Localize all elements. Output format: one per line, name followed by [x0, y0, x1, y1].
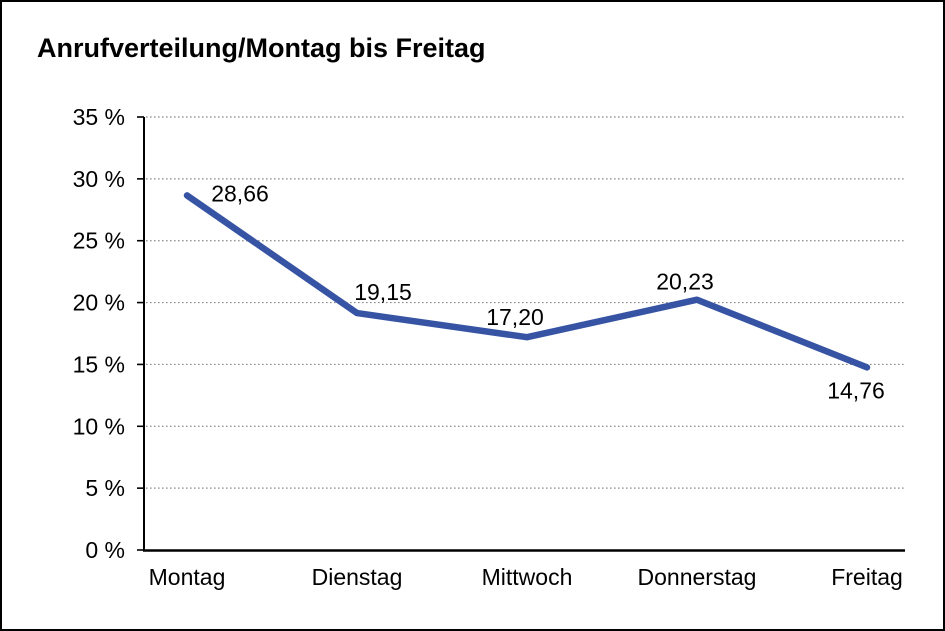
x-category-label: Mittwoch [482, 564, 573, 590]
chart-title: Anrufverteilung/Montag bis Freitag [37, 33, 486, 63]
y-tick-label: 35 % [73, 104, 125, 130]
y-tick-label: 15 % [73, 351, 125, 377]
x-category-label: Freitag [831, 564, 903, 590]
data-point-label: 17,20 [486, 304, 544, 330]
data-point-label: 28,66 [211, 180, 269, 206]
data-point-label: 19,15 [354, 279, 412, 305]
y-tick-label: 20 % [73, 290, 125, 316]
x-category-label: Donnerstag [638, 564, 757, 590]
y-tick-label: 0 % [85, 537, 125, 563]
data-point-label: 14,76 [827, 377, 885, 403]
x-category-label: Montag [149, 564, 226, 590]
data-point-label: 20,23 [656, 269, 714, 295]
y-tick-label: 10 % [73, 413, 125, 439]
x-category-label: Dienstag [312, 564, 403, 590]
y-tick-label: 5 % [85, 475, 125, 501]
data-series-line [183, 192, 871, 371]
y-tick-label: 30 % [73, 166, 125, 192]
y-tick-label: 25 % [73, 228, 125, 254]
